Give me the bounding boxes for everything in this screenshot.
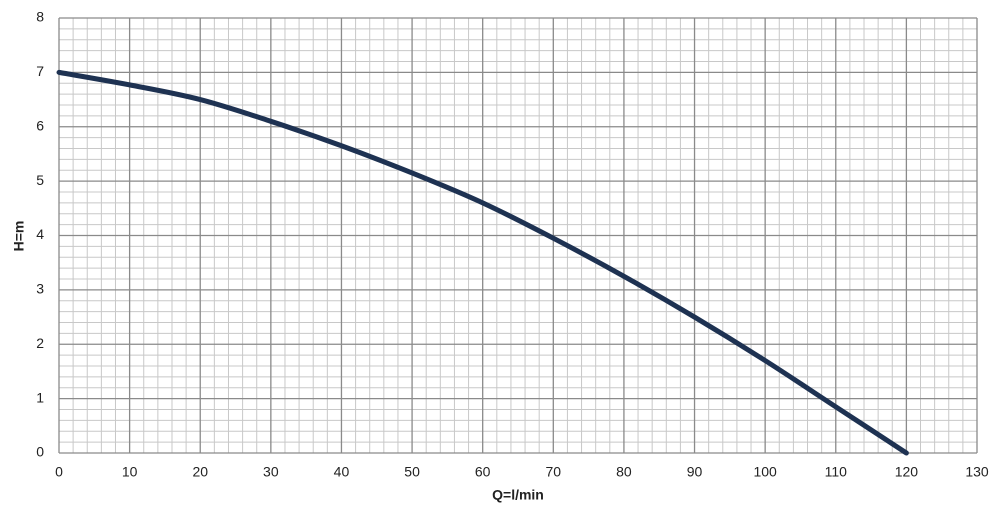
x-tick-label: 10: [122, 464, 138, 480]
x-tick-label: 70: [546, 464, 562, 480]
data-line: [56, 69, 909, 456]
y-tick-label: 0: [36, 444, 44, 460]
x-tick-label: 130: [965, 464, 989, 480]
x-tick-label: 50: [404, 464, 420, 480]
x-tick-label: 30: [263, 464, 279, 480]
y-tick-label: 1: [36, 389, 44, 405]
y-tick-label: 4: [36, 226, 44, 242]
x-tick-label: 120: [895, 464, 919, 480]
y-tick-label: 5: [36, 172, 44, 188]
x-tick-label: 90: [687, 464, 703, 480]
x-tick-label: 100: [753, 464, 777, 480]
y-tick-label: 6: [36, 117, 44, 133]
x-tick-label: 110: [825, 464, 848, 480]
y-tick-label: 8: [36, 9, 44, 25]
y-tick-label: 3: [36, 281, 44, 297]
x-tick-label: 0: [55, 464, 63, 480]
x-tick-label: 20: [192, 464, 208, 480]
x-tick-label: 80: [616, 464, 632, 480]
y-axis-title: H=m: [11, 221, 27, 252]
x-tick-label: 40: [334, 464, 350, 480]
x-tick-label: 60: [475, 464, 491, 480]
y-tick-label: 2: [36, 335, 44, 351]
x-axis-title: Q=l/min: [492, 487, 544, 503]
y-tick-label: 7: [36, 63, 44, 79]
